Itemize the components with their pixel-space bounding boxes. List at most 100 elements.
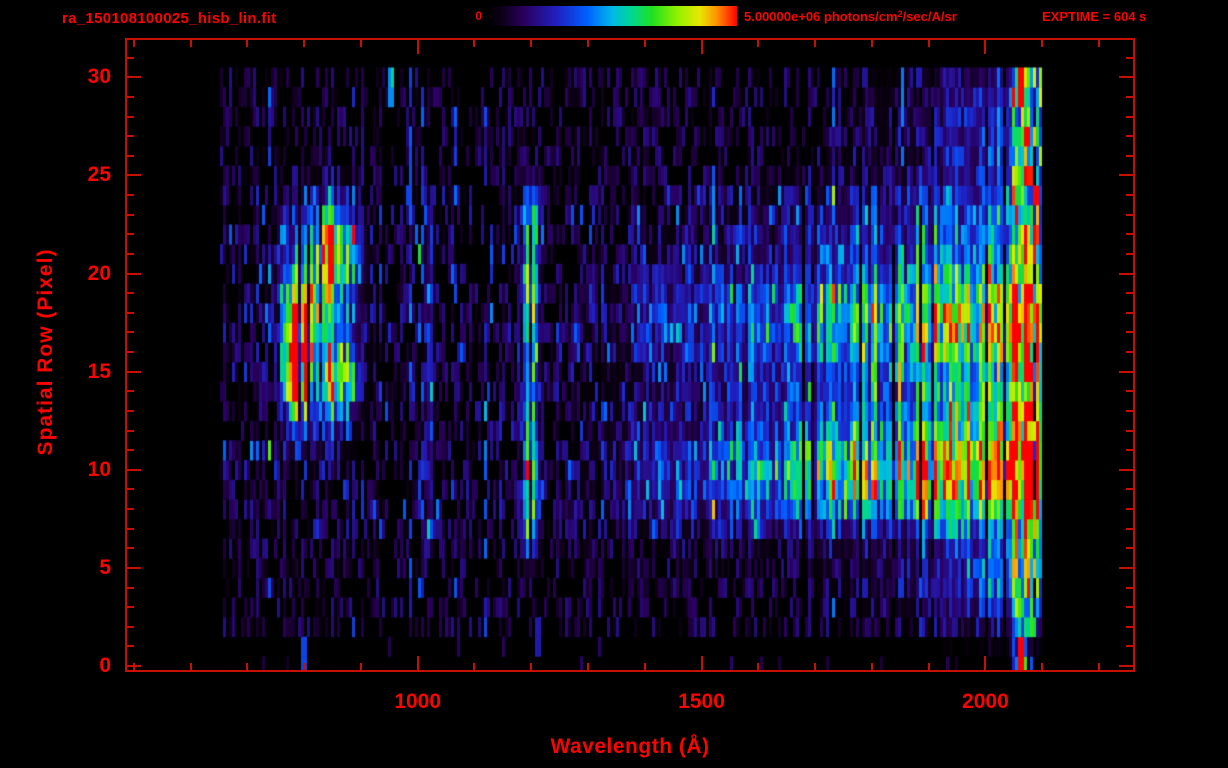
axis-tick (1126, 292, 1133, 295)
axis-tick (757, 663, 760, 670)
axis-tick (359, 663, 362, 670)
axis-tick (127, 606, 134, 609)
axis-tick (1126, 625, 1133, 628)
axis-tick (984, 40, 987, 54)
axis-tick (1126, 233, 1133, 236)
axis-tick (132, 40, 135, 47)
axis-tick (127, 547, 134, 550)
axis-tick (757, 40, 760, 47)
axis-tick (1119, 272, 1133, 275)
axis-tick (473, 663, 476, 670)
axis-tick (700, 40, 703, 54)
colorbar-max-label-prefix: 5.00000e+06 photons/cm (744, 9, 898, 24)
axis-tick (416, 656, 419, 670)
axis-tick (1097, 663, 1100, 670)
axis-tick (127, 194, 134, 197)
axis-tick (189, 40, 192, 47)
axis-tick (1126, 449, 1133, 452)
axis-tick (127, 625, 134, 628)
axis-tick (416, 40, 419, 54)
axis-tick (1126, 488, 1133, 491)
colorbar-max-label: 5.00000e+06 photons/cm2/sec/A/sr (744, 9, 957, 24)
axis-tick (530, 40, 533, 47)
axis-tick (1126, 194, 1133, 197)
axis-tick (1119, 174, 1133, 177)
axis-tick (127, 645, 134, 648)
x-tick-label: 2000 (962, 690, 1009, 713)
axis-tick (1041, 40, 1044, 47)
y-tick-label: 10 (87, 457, 111, 481)
axis-tick (1041, 663, 1044, 670)
axis-tick (127, 95, 134, 98)
axis-tick (643, 663, 646, 670)
x-axis-title: Wavelength (Å) (550, 735, 710, 758)
exptime-label: EXPTIME = 604 s (1042, 9, 1147, 24)
axis-tick (127, 449, 134, 452)
axis-tick (127, 429, 134, 432)
colorbar-units-superscript: 2 (897, 9, 903, 19)
axis-tick (1126, 527, 1133, 530)
axis-tick (127, 213, 134, 216)
axis-tick (1126, 252, 1133, 255)
axis-tick (127, 409, 134, 412)
axis-tick (246, 40, 249, 47)
y-tick-label: 5 (99, 555, 111, 579)
axis-tick (127, 488, 134, 491)
y-tick-label: 15 (87, 359, 111, 383)
axis-tick (1126, 331, 1133, 334)
axis-tick (127, 135, 134, 138)
axis-tick (127, 174, 141, 177)
axis-tick (1097, 40, 1100, 47)
axis-tick (1119, 566, 1133, 569)
axis-tick (127, 233, 134, 236)
colorbar-max-label-suffix: /sec/A/sr (902, 9, 957, 24)
axis-tick (1126, 351, 1133, 354)
axis-tick (870, 40, 873, 47)
axis-tick (1126, 56, 1133, 59)
axis-tick (303, 663, 306, 670)
axis-tick (814, 40, 817, 47)
axis-tick (1126, 586, 1133, 589)
axis-tick (984, 656, 987, 670)
axis-tick (1119, 76, 1133, 79)
axis-tick (127, 351, 134, 354)
axis-tick (814, 663, 817, 670)
axis-tick (927, 663, 930, 670)
plot-area (127, 40, 1133, 670)
axis-tick (870, 663, 873, 670)
axis-tick (473, 40, 476, 47)
y-tick-label: 25 (87, 163, 111, 187)
axis-tick (246, 663, 249, 670)
axis-tick (1119, 370, 1133, 373)
axis-tick (1126, 390, 1133, 393)
axis-tick (189, 663, 192, 670)
axis-tick (127, 272, 141, 275)
axis-tick (1126, 645, 1133, 648)
axis-tick (1126, 135, 1133, 138)
axis-tick (127, 390, 134, 393)
axis-tick (1126, 115, 1133, 118)
colorbar-min-label: 0 (475, 9, 482, 23)
x-tick-label: 1000 (394, 690, 442, 713)
axis-tick (127, 115, 134, 118)
axis-tick (1126, 606, 1133, 609)
axis-tick (127, 252, 134, 255)
axis-tick (1119, 665, 1133, 668)
axis-tick (1126, 547, 1133, 550)
axis-tick (127, 586, 134, 589)
axis-tick (127, 508, 134, 511)
axis-tick (1126, 154, 1133, 157)
y-tick-label: 20 (87, 261, 111, 285)
filename-label: ra_150108100025_hisb_lin.fit (62, 10, 277, 27)
axis-tick (643, 40, 646, 47)
y-tick-label: 0 (99, 654, 111, 678)
axis-tick (927, 40, 930, 47)
axis-tick (1119, 468, 1133, 471)
axis-tick (127, 76, 141, 79)
axis-tick (127, 331, 134, 334)
axis-tick (586, 663, 589, 670)
axis-tick (1126, 508, 1133, 511)
axis-tick (1126, 311, 1133, 314)
axis-tick (530, 663, 533, 670)
